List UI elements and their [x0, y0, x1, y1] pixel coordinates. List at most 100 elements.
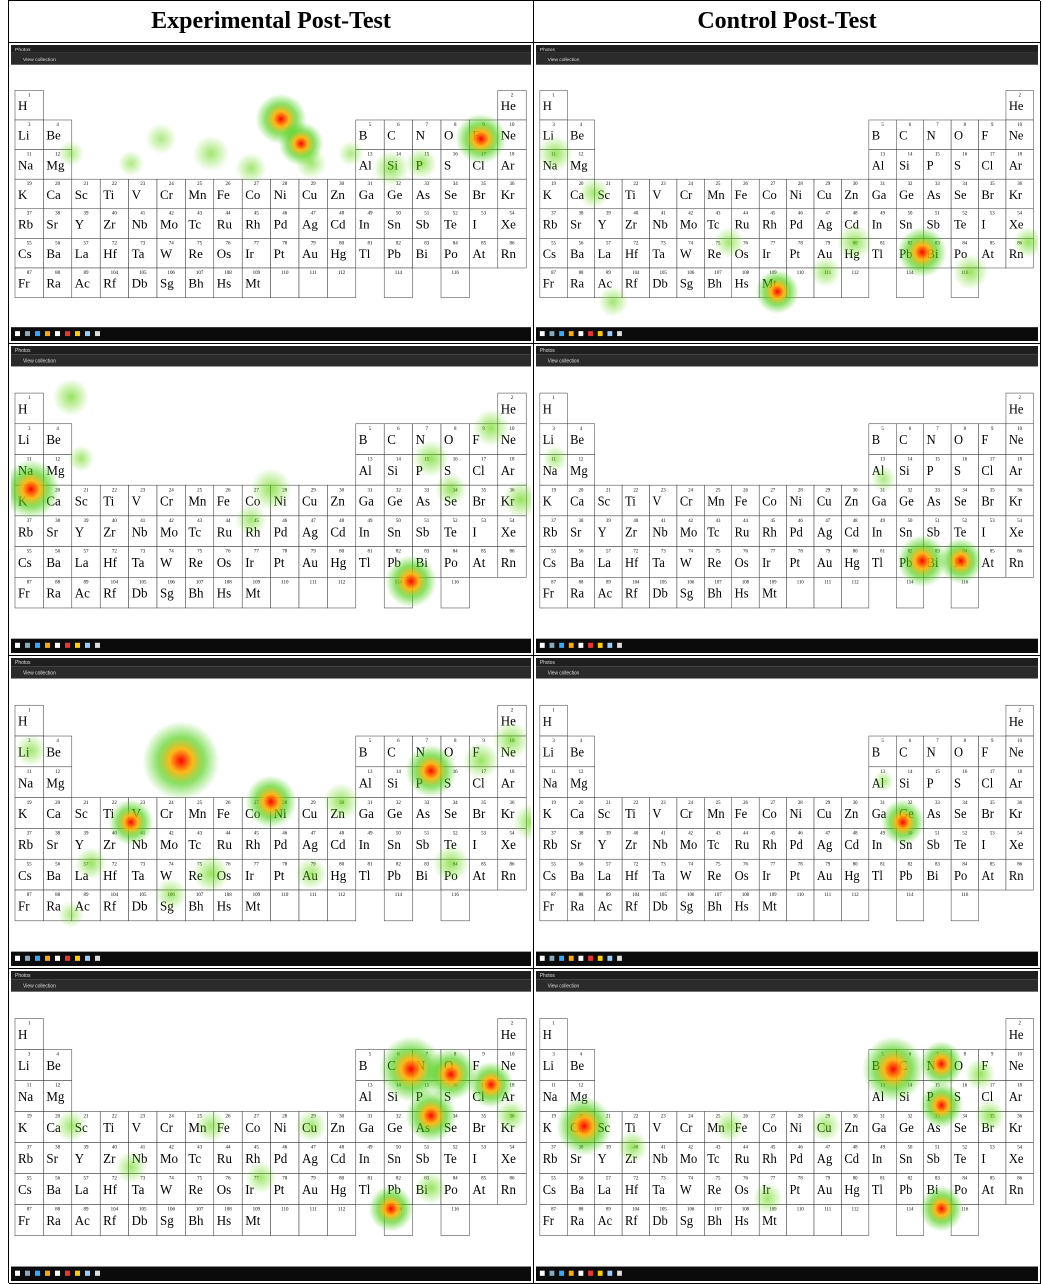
element-symbol: Zr — [103, 1151, 116, 1166]
element-symbol: O — [954, 432, 963, 447]
element-symbol: Rf — [625, 898, 638, 913]
atomic-number: 111 — [310, 1207, 318, 1213]
element-symbol: I — [472, 1151, 476, 1166]
atomic-number: 105 — [660, 580, 668, 585]
atomic-number: 52 — [962, 1146, 967, 1151]
atomic-number: 36 — [1017, 488, 1022, 493]
element-cell — [298, 546, 328, 578]
atomic-number: 111 — [310, 271, 318, 276]
atomic-number: 114 — [395, 271, 403, 276]
atomic-number: 50 — [396, 212, 402, 217]
element-symbol: F — [981, 744, 988, 759]
element-symbol: B — [359, 128, 368, 143]
element-cell — [412, 119, 442, 150]
atomic-number: 104 — [632, 580, 640, 585]
atomic-number: 54 — [1017, 1146, 1022, 1151]
element-cell — [14, 577, 44, 609]
atomic-number: 104 — [632, 893, 640, 898]
atomic-number: 11 — [27, 769, 32, 775]
atomic-number: 14 — [908, 458, 913, 463]
element-cell — [213, 797, 243, 829]
atomic-number: 25 — [716, 488, 721, 493]
element-cell — [950, 1142, 979, 1174]
element-symbol: Mg — [46, 157, 65, 172]
element-symbol: W — [160, 1182, 173, 1197]
atomic-number: 57 — [606, 241, 611, 246]
element-symbol: Tc — [707, 837, 720, 852]
atomic-number: 16 — [453, 457, 458, 463]
element-cell — [412, 1142, 442, 1174]
element-cell — [978, 735, 1007, 768]
taskbar-icon — [549, 955, 555, 961]
element-cell — [621, 889, 650, 922]
atomic-number: 33 — [935, 801, 940, 806]
element-cell — [14, 267, 44, 298]
element-cell — [786, 515, 815, 547]
atomic-number: 3 — [552, 123, 555, 128]
atomic-number: 47 — [311, 831, 316, 837]
element-symbol: Hf — [103, 1182, 117, 1197]
element-symbol: Ra — [570, 898, 584, 913]
atomic-number: 86 — [1017, 862, 1022, 867]
element-cell — [327, 267, 357, 298]
atomic-number: 44 — [226, 1145, 231, 1151]
atomic-number: 43 — [716, 212, 721, 217]
element-symbol: H — [543, 401, 552, 416]
atomic-number: 104 — [111, 1207, 119, 1213]
atomic-number: 23 — [661, 488, 666, 493]
atomic-number: 82 — [908, 862, 913, 867]
element-symbol: Ac — [75, 1213, 90, 1228]
element-cell — [185, 889, 215, 922]
heat-spot — [415, 1171, 447, 1205]
element-symbol: Ga — [359, 1120, 374, 1135]
element-symbol: Ar — [1009, 1089, 1023, 1105]
element-symbol: Ac — [598, 585, 613, 600]
element-cell — [71, 267, 101, 298]
atomic-number: 86 — [1017, 550, 1022, 555]
atomic-number: 42 — [688, 212, 693, 217]
element-cell — [786, 238, 815, 269]
element-cell — [440, 577, 470, 609]
atomic-number: 84 — [453, 241, 459, 246]
element-symbol: Sc — [75, 494, 88, 509]
atomic-number: 82 — [396, 549, 401, 555]
element-cell — [923, 766, 952, 798]
element-symbol: Cs — [18, 246, 32, 261]
element-cell — [649, 1142, 678, 1174]
element-symbol: Te — [444, 217, 457, 232]
atomic-number: 34 — [453, 182, 459, 187]
element-symbol: Cd — [844, 524, 859, 539]
element-symbol: Ta — [132, 246, 145, 261]
atomic-number: 50 — [908, 212, 913, 217]
atomic-number: 13 — [880, 152, 885, 157]
atomic-number: 116 — [452, 579, 460, 585]
element-cell — [731, 178, 760, 210]
heat-spot — [52, 378, 90, 416]
atomic-number: 48 — [339, 831, 344, 837]
atomic-number: 31 — [368, 800, 373, 806]
element-symbol: Ra — [46, 898, 61, 913]
element-cell — [128, 178, 158, 210]
heat-spot — [468, 1061, 514, 1108]
element-cell — [71, 577, 101, 609]
taskbar-icon — [617, 642, 622, 648]
element-cell — [567, 1173, 595, 1205]
element-symbol: Hs — [735, 277, 749, 291]
atomic-number: 89 — [606, 580, 611, 585]
element-cell — [270, 1204, 300, 1236]
element-cell — [567, 889, 595, 922]
element-cell — [213, 1204, 243, 1236]
toolbar — [536, 666, 1038, 679]
atomic-number: 74 — [688, 1177, 693, 1182]
toolbar-label: View collection — [548, 983, 580, 989]
element-cell — [649, 828, 678, 860]
element-symbol: Xe — [501, 1151, 516, 1166]
element-cell — [950, 149, 979, 180]
taskbar-icon — [568, 1270, 574, 1276]
atomic-number: 52 — [453, 518, 458, 524]
atomic-number: 53 — [990, 831, 995, 836]
element-symbol: Ra — [46, 276, 61, 291]
